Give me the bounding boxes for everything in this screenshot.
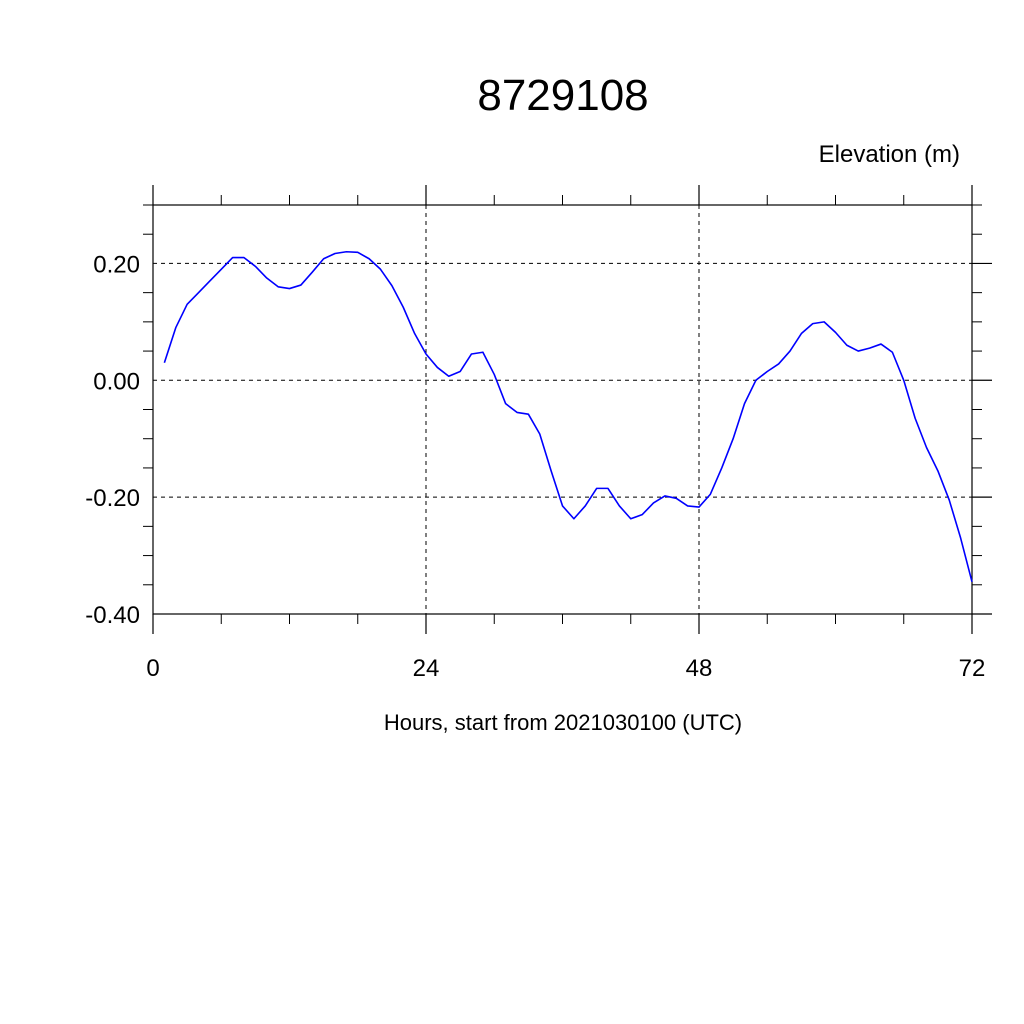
x-tick-label: 72: [959, 655, 986, 682]
x-tick-label: 24: [413, 655, 440, 682]
grid-lines: [153, 205, 972, 614]
elevation-series-line: [163, 250, 973, 583]
y-axis-label: Elevation (m): [819, 141, 960, 168]
x-axis-label: Hours, start from 2021030100 (UTC): [384, 710, 742, 735]
chart-title: 8729108: [477, 71, 648, 120]
y-tick-label: 0.00: [93, 368, 140, 395]
y-tick-label: -0.20: [85, 485, 140, 512]
tick-labels: 0 24 48 72 -0.40 -0.20 0.00 0.20: [85, 251, 985, 682]
y-tick-label: 0.20: [93, 251, 140, 278]
series-layer: [163, 250, 973, 583]
y-tick-label: -0.40: [85, 602, 140, 629]
axis-ticks: [143, 185, 992, 634]
x-tick-label: 0: [146, 655, 159, 682]
plot-frame: [152, 204, 973, 615]
plot-border: [152, 204, 973, 615]
x-tick-label: 48: [686, 655, 713, 682]
